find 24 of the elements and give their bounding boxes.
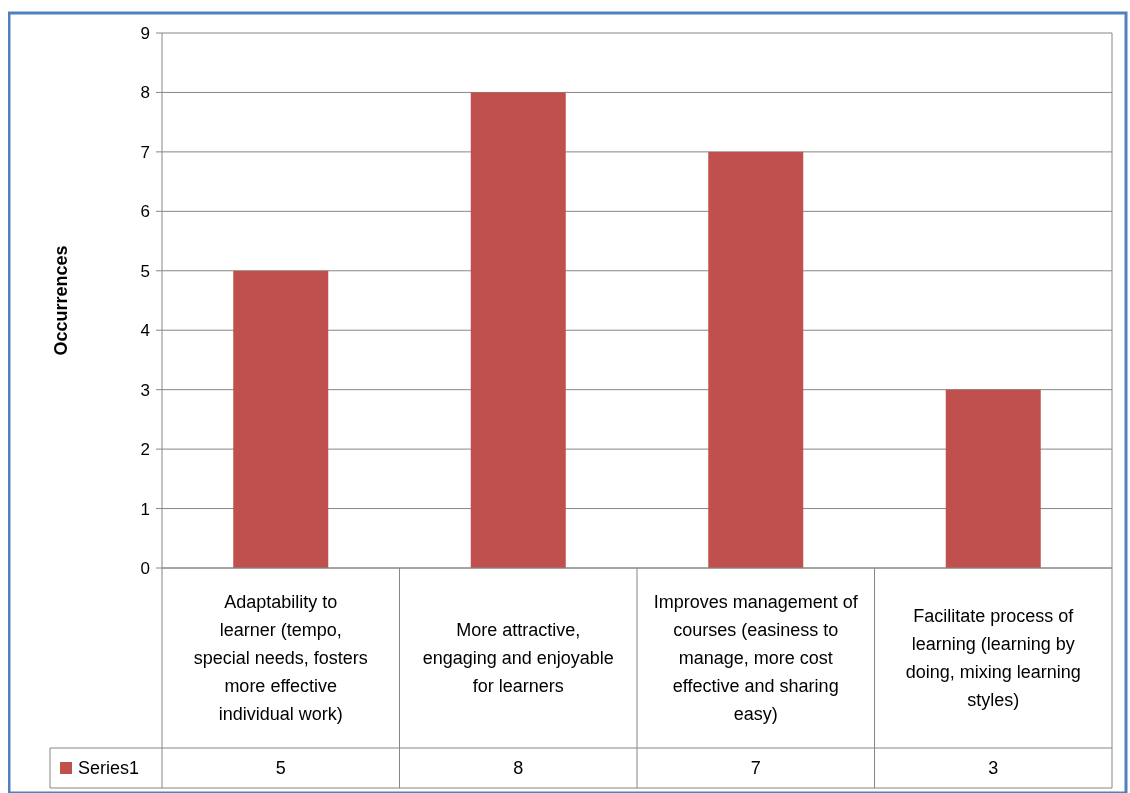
data-label: 5 xyxy=(275,758,286,779)
bar xyxy=(470,92,566,568)
y-tick-label: 5 xyxy=(140,261,150,281)
y-tick-label: 1 xyxy=(140,499,150,519)
x-tick-label: More attractive, engaging and enjoyable for learners xyxy=(422,620,614,697)
data-label: 3 xyxy=(988,758,999,779)
data-label: 8 xyxy=(513,758,524,779)
y-tick-label: 4 xyxy=(140,321,150,341)
bar xyxy=(233,270,329,568)
legend-label: Series1 xyxy=(78,758,140,779)
y-tick-label: 6 xyxy=(140,202,150,222)
y-tick-label: 8 xyxy=(140,83,150,103)
bar xyxy=(708,151,804,568)
y-tick-label: 3 xyxy=(140,380,150,400)
y-axis-title: Occurrences xyxy=(51,245,71,356)
y-tick-label: 0 xyxy=(140,558,150,578)
y-tick-label: 2 xyxy=(140,440,150,460)
y-tick-label: 7 xyxy=(140,142,150,162)
x-tick-label: Improves management of courses (easiness to manage, more cost effective and sharing easy) xyxy=(653,592,859,725)
bar xyxy=(945,389,1041,568)
data-label: 7 xyxy=(750,758,761,779)
y-tick-label: 9 xyxy=(140,23,150,43)
x-tick-label: Adaptability to learner (tempo, special needs, fosters more effective individual work) xyxy=(193,592,368,725)
x-tick-label: Facilitate process of learning (learning by doing, mixing learning styles) xyxy=(905,606,1081,711)
